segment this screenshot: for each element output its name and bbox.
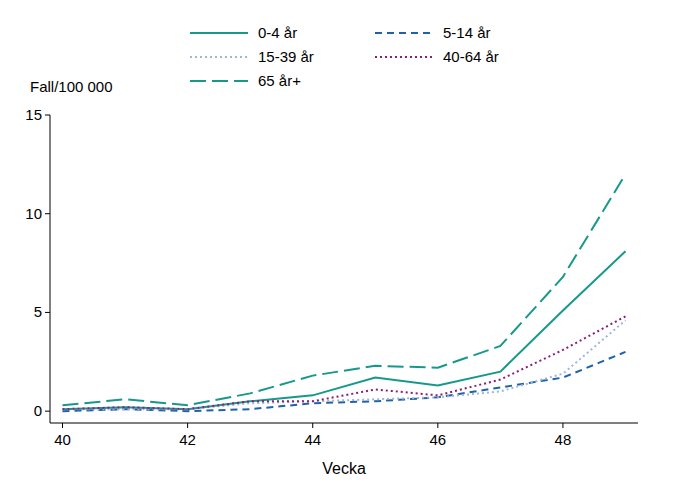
legend-swatch bbox=[190, 80, 248, 82]
y-axis bbox=[50, 115, 51, 423]
series-line bbox=[63, 316, 626, 409]
series-line bbox=[63, 320, 626, 409]
x-tick bbox=[312, 423, 313, 428]
y-tick bbox=[45, 312, 50, 313]
y-tick-label: 5 bbox=[34, 303, 42, 320]
x-tick-label: 46 bbox=[429, 431, 446, 448]
x-tick bbox=[437, 423, 438, 428]
y-tick bbox=[45, 213, 50, 214]
x-tick bbox=[62, 423, 63, 428]
y-tick bbox=[45, 411, 50, 412]
y-tick-label: 10 bbox=[25, 205, 42, 222]
x-tick-label: 40 bbox=[54, 431, 71, 448]
chart: 0 5 10 15 40 42 44 46 48 Fall/100 000 Vecka 0-4 år 5… bbox=[0, 0, 696, 489]
legend-swatch bbox=[375, 32, 433, 34]
x-tick-label: 48 bbox=[555, 431, 572, 448]
x-axis bbox=[50, 423, 638, 424]
y-tick-label: 0 bbox=[34, 402, 42, 419]
x-tick-label: 44 bbox=[304, 431, 321, 448]
x-tick-label: 42 bbox=[179, 431, 196, 448]
plot-lines bbox=[63, 174, 626, 411]
x-tick bbox=[562, 423, 563, 428]
y-tick bbox=[45, 115, 50, 116]
y-axis-label: Fall/100 000 bbox=[30, 78, 113, 95]
legend-label: 15-39 år bbox=[258, 48, 314, 65]
legend-swatch bbox=[190, 32, 248, 34]
series-line bbox=[63, 251, 626, 409]
series-line bbox=[63, 174, 626, 405]
legend-swatch bbox=[375, 56, 433, 58]
legend-swatch bbox=[190, 56, 248, 58]
legend-label: 0-4 år bbox=[258, 24, 297, 41]
y-tick-label: 15 bbox=[25, 106, 42, 123]
legend-label: 40-64 år bbox=[443, 48, 499, 65]
legend: 0-4 år 5-14 år 15-39 år 40-64 år 65 år+ bbox=[190, 24, 499, 89]
legend-label: 5-14 år bbox=[443, 24, 491, 41]
legend-label: 65 år+ bbox=[258, 72, 301, 89]
x-axis-label: Vecka bbox=[322, 460, 366, 477]
x-tick bbox=[187, 423, 188, 428]
